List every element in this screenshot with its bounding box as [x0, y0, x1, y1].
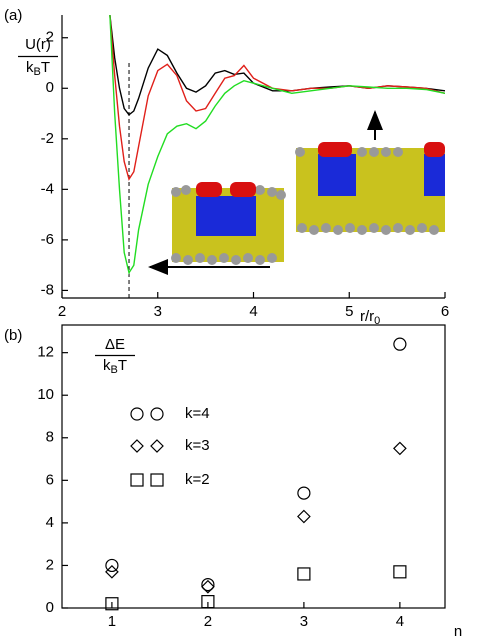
marker-diamond — [130, 439, 144, 453]
y-tick-label: -4 — [41, 180, 54, 197]
y-tick-label: 6 — [46, 471, 54, 488]
legend-label: k=2 — [185, 471, 210, 488]
y-tick-label: 2 — [46, 29, 54, 46]
marker-circle — [150, 407, 164, 421]
marker-diamond — [105, 564, 119, 579]
y-label-denominator: kBT — [103, 357, 127, 376]
y-tick-label: 0 — [46, 599, 54, 616]
x-label-part: r/r — [360, 308, 374, 325]
x-label: n — [454, 623, 462, 637]
y-label-denominator: kBT — [26, 59, 50, 78]
y-tick-label: 12 — [37, 344, 54, 361]
marker-square — [393, 565, 407, 579]
y-label-numerator: U(r) — [25, 36, 51, 53]
marker-diamond — [201, 579, 215, 594]
x-tick-label: 4 — [249, 303, 257, 320]
x-tick-label: 2 — [204, 613, 212, 630]
marker-square — [297, 567, 311, 581]
marker-diamond — [150, 439, 164, 453]
y-label-part: k — [103, 357, 111, 374]
data-line — [109, 15, 445, 275]
inset-pair-separated — [295, 142, 445, 235]
y-label-part: B — [33, 66, 40, 78]
marker-diamond — [297, 509, 311, 524]
x-tick-label: 5 — [345, 303, 353, 320]
marker-square — [130, 473, 144, 487]
y-tick-label: 2 — [46, 556, 54, 573]
legend-label: k=3 — [185, 437, 210, 454]
y-tick-label: 0 — [46, 79, 54, 96]
x-tick-label: 2 — [58, 303, 66, 320]
marker-circle — [130, 407, 144, 421]
y-label-part: T — [41, 59, 50, 76]
data-line — [109, 15, 445, 116]
y-label-part: T — [118, 357, 127, 374]
x-label-part: 0 — [374, 315, 380, 327]
marker-circle — [201, 577, 215, 592]
marker-circle — [297, 486, 311, 500]
y-label-part: B — [110, 364, 117, 376]
marker-square — [105, 597, 119, 611]
y-tick-label: -6 — [41, 231, 54, 248]
panel-label: (a) — [4, 7, 22, 24]
y-tick-label: 4 — [46, 514, 54, 531]
legend-label: k=4 — [185, 405, 210, 422]
x-tick-label: 3 — [300, 613, 308, 630]
marker-square — [201, 595, 215, 609]
marker-square — [150, 473, 164, 487]
y-label-numerator: ΔE — [105, 336, 125, 353]
x-tick-label: 1 — [108, 613, 116, 630]
marker-circle — [393, 337, 407, 351]
x-label: r/r0 — [360, 308, 380, 327]
y-tick-label: -8 — [41, 281, 54, 298]
x-tick-label: 4 — [396, 613, 404, 630]
panel-label: (b) — [4, 327, 22, 344]
y-tick-label: 8 — [46, 429, 54, 446]
plot-frame — [61, 324, 446, 609]
y-tick-label: -2 — [41, 130, 54, 147]
y-tick-label: 10 — [37, 386, 54, 403]
inset-pair-merged — [171, 182, 286, 265]
x-tick-label: 6 — [441, 303, 449, 320]
y-label-part: k — [26, 59, 34, 76]
marker-circle — [105, 558, 119, 573]
marker-diamond — [393, 441, 407, 456]
x-tick-label: 3 — [154, 303, 162, 320]
